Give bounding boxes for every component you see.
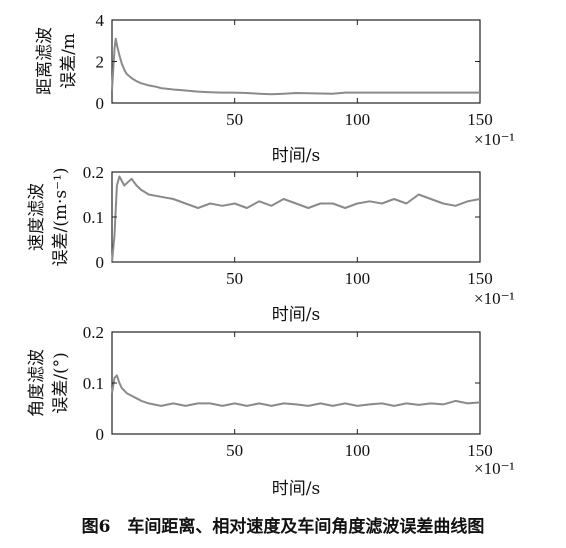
angle-series-line-0 — [111, 374, 481, 407]
angle-y-tick-label-2: 0.2 — [83, 323, 104, 342]
line-layer-distance — [111, 37, 480, 96]
speed-x-tick-label-0: 50 — [226, 269, 243, 288]
panel-speed: 0 0.1 0.2 50 100 150 ×10⁻¹ 时间/s 速度滤波 误差/(m·s… — [27, 163, 515, 325]
angle-x-tick-label-1: 100 — [345, 441, 371, 460]
speed-y-tick-label-1: 0.1 — [83, 208, 104, 227]
distance-y-tick-label-0: 0 — [96, 94, 105, 113]
line-layer-angle — [111, 374, 481, 407]
y-axis-ticks-speed: 0 0.1 0.2 — [83, 163, 480, 272]
distance-y-tick-label-2: 4 — [96, 11, 105, 30]
x-axis-ticks-distance: 50 100 150 — [226, 20, 493, 129]
speed-series-line-0 — [111, 175, 481, 263]
panel-angle: 0 0.1 0.2 50 100 150 ×10⁻¹ 时间/s 角度滤波 误差/(°) — [27, 323, 515, 499]
angle-x-tick-label-0: 50 — [226, 441, 243, 460]
x-multiplier-angle: ×10⁻¹ — [474, 459, 515, 478]
y-axis-label-speed-line2: 误差/(m·s⁻¹) — [51, 167, 71, 266]
y-axis-label-distance-line1: 距离滤波 — [35, 27, 55, 95]
plot-area-speed — [111, 171, 481, 263]
distance-x-tick-label-0: 50 — [226, 110, 243, 129]
distance-x-tick-label-2: 150 — [467, 110, 493, 129]
x-multiplier-distance: ×10⁻¹ — [474, 130, 515, 149]
angle-x-tick-label-2: 150 — [467, 441, 493, 460]
speed-y-tick-label-2: 0.2 — [83, 163, 104, 182]
panel-distance: 0 2 4 50 100 150 ×10⁻¹ 时间/s 距离滤波 误差/m — [35, 11, 515, 166]
x-axis-ticks-speed: 50 100 150 — [226, 172, 493, 288]
distance-series-line-0 — [111, 37, 480, 96]
x-axis-ticks-angle: 50 100 150 — [226, 332, 493, 460]
plot-area-distance — [111, 19, 481, 104]
speed-x-tick-label-1: 100 — [345, 269, 371, 288]
plot-area-angle — [111, 331, 481, 435]
y-axis-label-angle-line2: 误差/(°) — [51, 352, 71, 414]
figure-caption: 图6 车间距离、相对速度及车间角度滤波误差曲线图 — [82, 516, 485, 537]
y-axis-label-angle-line1: 角度滤波 — [27, 349, 47, 417]
speed-y-tick-label-0: 0 — [96, 253, 105, 272]
distance-y-tick-label-1: 2 — [96, 53, 105, 72]
x-axis-label-distance: 时间/s — [272, 146, 320, 166]
x-axis-label-angle: 时间/s — [272, 479, 320, 499]
x-axis-label-speed: 时间/s — [272, 305, 320, 325]
angle-y-tick-label-0: 0 — [96, 425, 105, 444]
angle-y-tick-label-1: 0.1 — [83, 374, 104, 393]
y-axis-label-speed-line1: 速度滤波 — [27, 183, 47, 251]
y-axis-ticks-angle: 0 0.1 0.2 — [83, 323, 480, 444]
distance-x-tick-label-1: 100 — [345, 110, 371, 129]
y-axis-ticks-distance: 0 2 4 — [96, 11, 480, 113]
y-axis-label-distance-line2: 误差/m — [59, 33, 79, 89]
line-layer-speed — [111, 175, 481, 263]
x-multiplier-speed: ×10⁻¹ — [474, 289, 515, 308]
speed-x-tick-label-2: 150 — [467, 269, 493, 288]
